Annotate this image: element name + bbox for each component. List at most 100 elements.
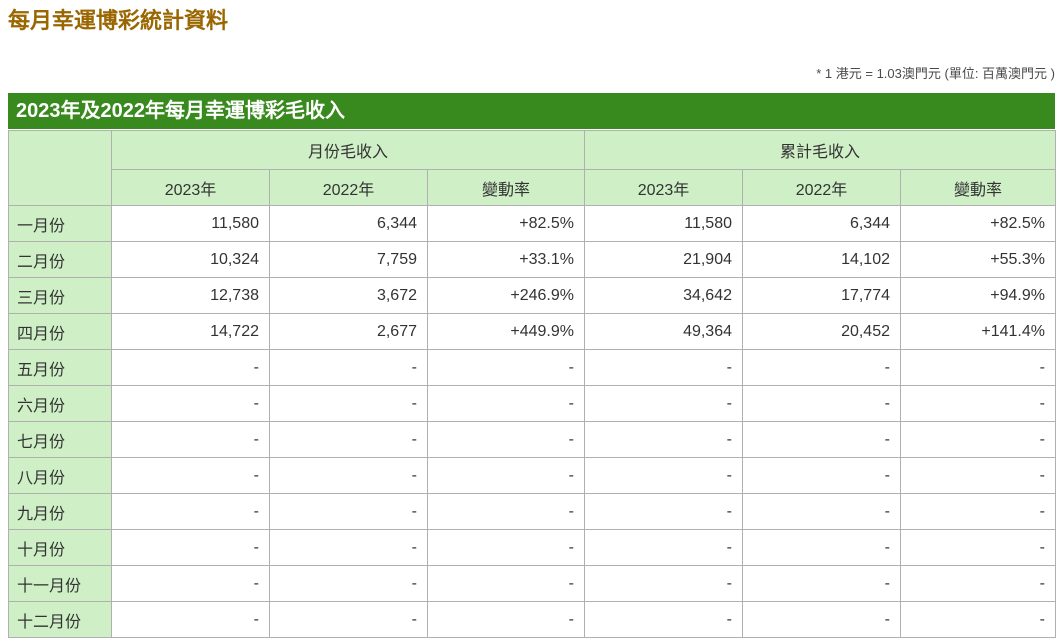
- table-row: 十二月份 - - - - - -: [8, 601, 1056, 638]
- value-cell: -: [269, 601, 428, 638]
- value-cell: -: [584, 565, 743, 602]
- subheader-monthly-change: 變動率: [427, 169, 585, 206]
- value-cell: -: [269, 529, 428, 566]
- month-label: 九月份: [8, 493, 112, 530]
- subheader-cumulative-2023: 2023年: [584, 169, 743, 206]
- value-cell: -: [742, 421, 901, 458]
- value-cell: 3,672: [269, 277, 428, 314]
- value-cell: -: [427, 457, 585, 494]
- value-cell: -: [427, 565, 585, 602]
- value-cell: -: [427, 421, 585, 458]
- value-cell: -: [111, 493, 270, 530]
- table-row: 十月份 - - - - - -: [8, 529, 1056, 566]
- value-cell: -: [742, 529, 901, 566]
- value-cell: -: [584, 385, 743, 422]
- subheader-monthly-2023: 2023年: [111, 169, 270, 206]
- value-cell: +82.5%: [900, 205, 1056, 242]
- value-cell: -: [427, 493, 585, 530]
- value-cell: +246.9%: [427, 277, 585, 314]
- page-content: 每月幸運博彩統計資料 * 1 港元 = 1.03澳門元 (單位: 百萬澳門元 )…: [8, 8, 1056, 638]
- month-label: 十二月份: [8, 601, 112, 638]
- value-cell: -: [742, 565, 901, 602]
- value-cell: -: [584, 493, 743, 530]
- value-cell: 7,759: [269, 241, 428, 278]
- value-cell: +449.9%: [427, 313, 585, 350]
- group-header-cumulative-revenue: 累計毛收入: [584, 130, 1056, 170]
- value-cell: -: [584, 529, 743, 566]
- subheader-cumulative-2022: 2022年: [742, 169, 901, 206]
- value-cell: 49,364: [584, 313, 743, 350]
- value-cell: -: [427, 385, 585, 422]
- value-cell: -: [269, 493, 428, 530]
- table-row: 八月份 - - - - - -: [8, 457, 1056, 494]
- month-label: 十月份: [8, 529, 112, 566]
- table-row: 二月份 10,324 7,759 +33.1% 21,904 14,102 +55.3%: [8, 241, 1056, 278]
- value-cell: +94.9%: [900, 277, 1056, 314]
- table-row: 九月份 - - - - - -: [8, 493, 1056, 530]
- value-cell: -: [269, 457, 428, 494]
- table-caption-bar: 2023年及2022年每月幸運博彩毛收入: [8, 93, 1055, 129]
- month-label: 六月份: [8, 385, 112, 422]
- value-cell: -: [111, 601, 270, 638]
- value-cell: -: [742, 349, 901, 386]
- table-row: 五月份 - - - - - -: [8, 349, 1056, 386]
- table-row: 十一月份 - - - - - -: [8, 565, 1056, 602]
- value-cell: +33.1%: [427, 241, 585, 278]
- value-cell: 11,580: [111, 205, 270, 242]
- month-label: 十一月份: [8, 565, 112, 602]
- value-cell: 34,642: [584, 277, 743, 314]
- value-cell: -: [269, 385, 428, 422]
- value-cell: -: [269, 349, 428, 386]
- corner-cell: [8, 130, 112, 206]
- table-row: 四月份 14,722 2,677 +449.9% 49,364 20,452 +141.4%: [8, 313, 1056, 350]
- group-header-row: 月份毛收入 累計毛收入: [8, 130, 1056, 206]
- value-cell: +141.4%: [900, 313, 1056, 350]
- table-row: 七月份 - - - - - -: [8, 421, 1056, 458]
- value-cell: -: [584, 421, 743, 458]
- value-cell: 6,344: [269, 205, 428, 242]
- table-row: 三月份 12,738 3,672 +246.9% 34,642 17,774 +94.9%: [8, 277, 1056, 314]
- value-cell: -: [427, 601, 585, 638]
- value-cell: -: [111, 565, 270, 602]
- value-cell: -: [900, 493, 1056, 530]
- value-cell: -: [111, 457, 270, 494]
- value-cell: -: [584, 601, 743, 638]
- value-cell: -: [427, 349, 585, 386]
- value-cell: -: [269, 565, 428, 602]
- table-row: 一月份 11,580 6,344 +82.5% 11,580 6,344 +82.5%: [8, 205, 1056, 242]
- value-cell: 10,324: [111, 241, 270, 278]
- month-label: 五月份: [8, 349, 112, 386]
- value-cell: -: [269, 421, 428, 458]
- value-cell: -: [900, 601, 1056, 638]
- table-row: 六月份 - - - - - -: [8, 385, 1056, 422]
- value-cell: -: [111, 529, 270, 566]
- value-cell: -: [900, 457, 1056, 494]
- value-cell: +82.5%: [427, 205, 585, 242]
- value-cell: -: [900, 565, 1056, 602]
- sub-header-row: 2023年 2022年 變動率 2023年 2022年 變動率: [9, 169, 1056, 206]
- value-cell: -: [111, 349, 270, 386]
- value-cell: 21,904: [584, 241, 743, 278]
- value-cell: -: [900, 385, 1056, 422]
- page-title: 每月幸運博彩統計資料: [8, 8, 229, 33]
- value-cell: -: [900, 529, 1056, 566]
- value-cell: -: [584, 457, 743, 494]
- value-cell: 12,738: [111, 277, 270, 314]
- month-label: 七月份: [8, 421, 112, 458]
- month-label: 四月份: [8, 313, 112, 350]
- subheader-cumulative-change: 變動率: [900, 169, 1056, 206]
- value-cell: -: [742, 385, 901, 422]
- value-cell: 20,452: [742, 313, 901, 350]
- value-cell: 14,722: [111, 313, 270, 350]
- monthly-gross-revenue-table: 月份毛收入 累計毛收入 2023年 2022年 變動率 2023年 2022年 …: [8, 130, 1056, 638]
- value-cell: -: [742, 493, 901, 530]
- value-cell: -: [111, 385, 270, 422]
- group-header-monthly-revenue: 月份毛收入: [111, 130, 585, 170]
- table-body: 一月份 11,580 6,344 +82.5% 11,580 6,344 +82.5% 二月份…: [8, 205, 1056, 638]
- month-label: 二月份: [8, 241, 112, 278]
- month-label: 三月份: [8, 277, 112, 314]
- value-cell: -: [900, 349, 1056, 386]
- value-cell: -: [900, 421, 1056, 458]
- value-cell: 11,580: [584, 205, 743, 242]
- value-cell: 6,344: [742, 205, 901, 242]
